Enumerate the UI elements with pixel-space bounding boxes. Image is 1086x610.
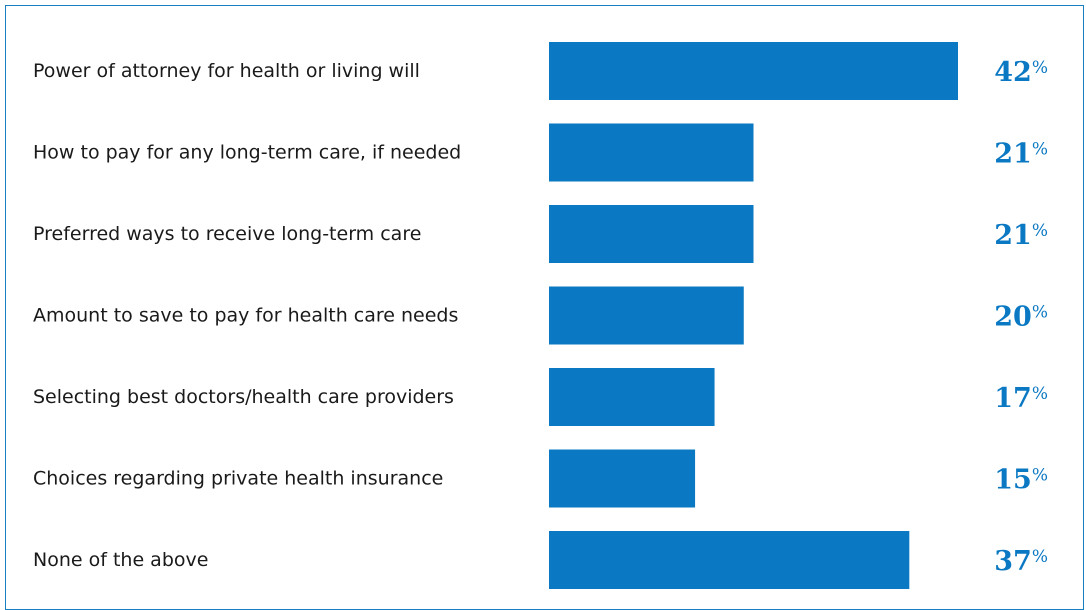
value-label: 21%: [994, 220, 1048, 251]
category-label: Amount to save to pay for health care ne…: [33, 305, 458, 327]
bar: [549, 531, 910, 589]
category-label: Preferred ways to receive long-term care: [33, 223, 421, 245]
value-suffix: %: [1032, 221, 1048, 241]
category-label: How to pay for any long-term care, if ne…: [33, 142, 461, 164]
value-suffix: %: [1032, 303, 1048, 323]
value-number: 17: [994, 383, 1032, 414]
value-label: 37%: [994, 546, 1048, 577]
value-number: 42: [994, 57, 1032, 88]
bar: [549, 123, 754, 182]
chart-frame: [5, 5, 1084, 610]
value-suffix: %: [1032, 384, 1048, 404]
value-number: 37: [994, 546, 1032, 577]
category-label: None of the above: [33, 549, 208, 571]
category-label: Choices regarding private health insuran…: [33, 468, 443, 490]
value-label: 17%: [994, 383, 1048, 414]
bars-layer: Power of attorney for health or living w…: [33, 42, 1048, 589]
bar: [549, 286, 744, 345]
value-number: 21: [994, 139, 1032, 170]
category-label: Selecting best doctors/health care provi…: [33, 386, 454, 408]
category-label: Power of attorney for health or living w…: [33, 60, 420, 82]
value-number: 21: [994, 220, 1032, 251]
value-label: 15%: [994, 465, 1048, 496]
value-label: 20%: [994, 302, 1048, 333]
bar: [549, 42, 958, 100]
value-suffix: %: [1032, 58, 1048, 78]
value-suffix: %: [1032, 547, 1048, 567]
bar: [549, 205, 754, 263]
value-number: 15: [994, 465, 1032, 496]
bar: [549, 449, 696, 508]
value-label: 42%: [994, 57, 1048, 88]
value-suffix: %: [1032, 466, 1048, 486]
value-label: 21%: [994, 139, 1048, 170]
value-suffix: %: [1032, 140, 1048, 160]
value-number: 20: [994, 302, 1032, 333]
bar: [549, 368, 715, 426]
